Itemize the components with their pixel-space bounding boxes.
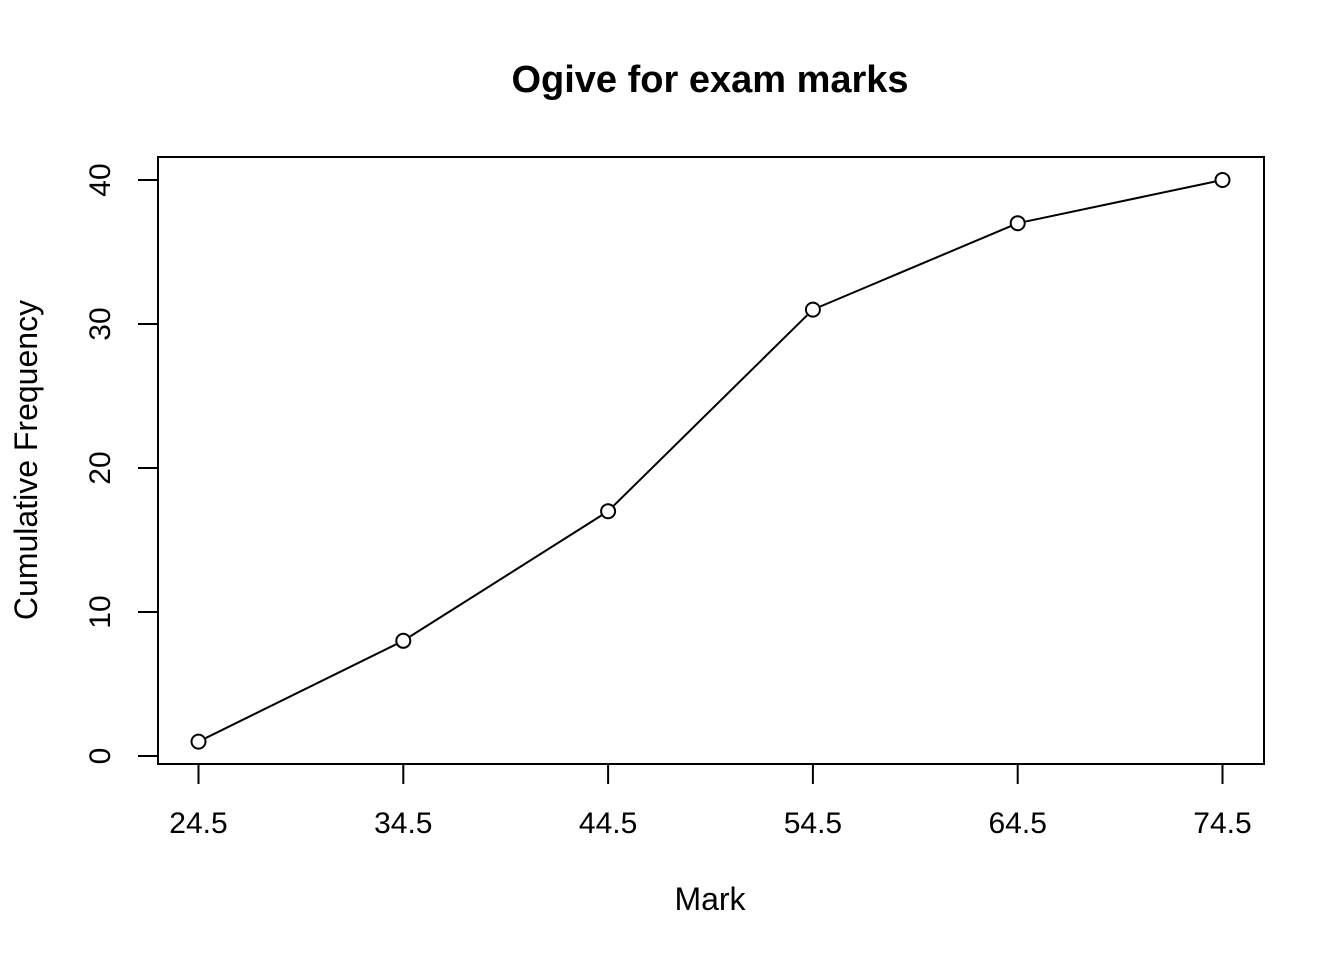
y-tick-label: 40: [84, 163, 117, 196]
line-segment: [409, 514, 602, 638]
data-points-group: [190, 172, 1231, 750]
x-tick-label: 44.5: [579, 807, 637, 840]
y-tick-label: 10: [84, 595, 117, 628]
data-point: [1009, 215, 1026, 232]
x-tick-label: 54.5: [784, 807, 842, 840]
data-point: [600, 503, 617, 520]
line-segment: [613, 314, 808, 507]
series-line-group: [205, 180, 1215, 739]
x-tick-label: 74.5: [1193, 807, 1251, 840]
data-point: [804, 301, 821, 318]
data-point: [395, 632, 412, 649]
x-tick-label: 34.5: [374, 807, 432, 840]
x-axis: 24.5 34.5 44.5 54.5 64.5 74.5: [169, 763, 1252, 840]
x-axis-label: Mark: [674, 881, 746, 917]
plot-frame: [157, 156, 1265, 765]
y-axis-label: Cumulative Frequency: [8, 300, 44, 620]
y-tick-label: 30: [84, 307, 117, 340]
x-tick-label: 24.5: [169, 807, 227, 840]
line-segment: [819, 225, 1011, 308]
x-tick-label: 64.5: [989, 807, 1047, 840]
line-segment: [205, 643, 397, 739]
y-tick-label: 20: [84, 451, 117, 484]
line-segment: [1025, 180, 1215, 223]
data-point: [190, 733, 207, 750]
y-axis: 0 10 20 30 40: [84, 163, 159, 765]
y-tick-label: 0: [84, 748, 117, 765]
data-point: [1214, 172, 1231, 188]
chart-title: Ogive for exam marks: [511, 59, 908, 101]
